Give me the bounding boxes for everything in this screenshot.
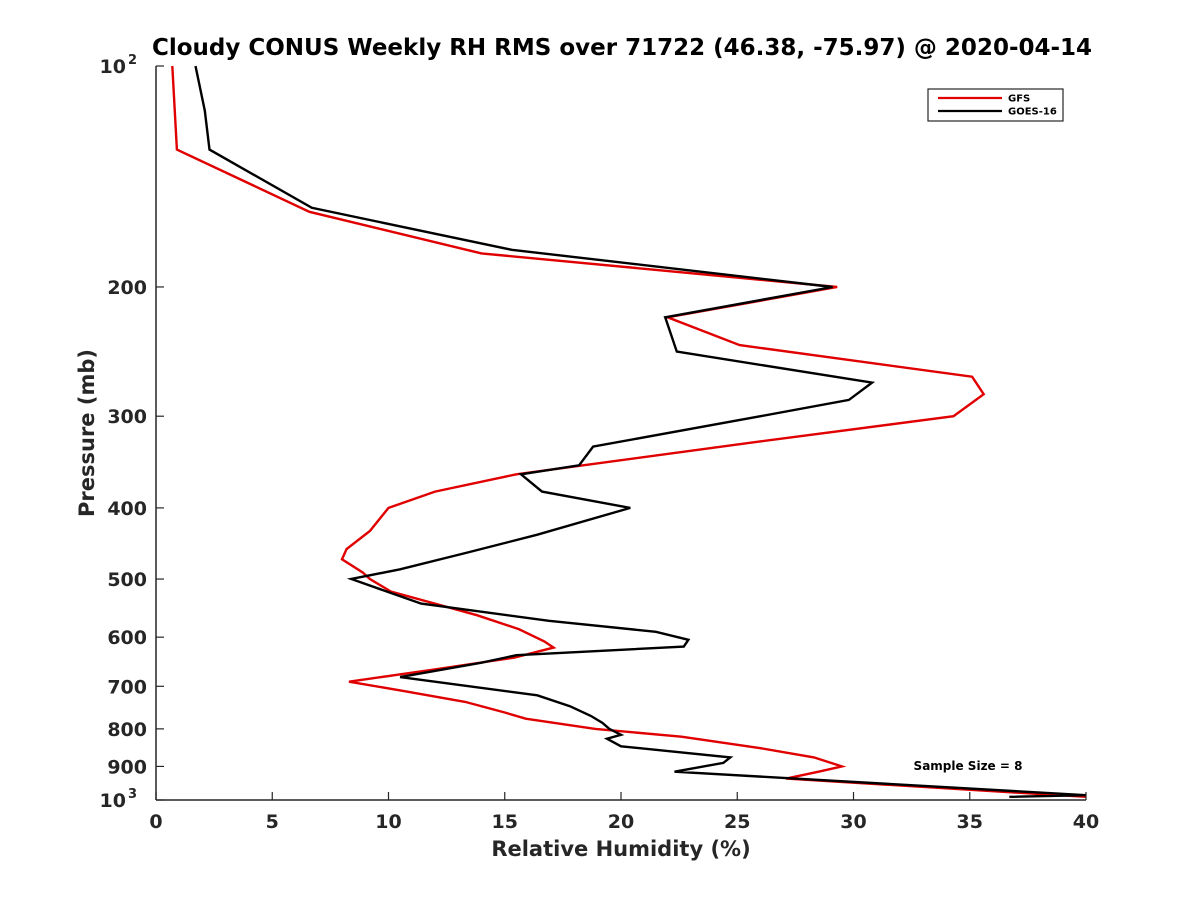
x-tick-label: 35 [957, 811, 983, 833]
y-tick-label: 600 [107, 627, 147, 649]
x-tick-label: 10 [375, 811, 401, 833]
y-axis-label: Pressure (mb) [75, 349, 99, 517]
y-tick-exponent: 3 [128, 787, 137, 802]
y-tick-label: 400 [107, 498, 147, 520]
series-line-gfs [171, 65, 1087, 798]
legend-box [927, 88, 1064, 122]
y-tick-label: 10 [100, 790, 126, 812]
legend-label-gfs: GFS [1008, 94, 1030, 105]
legend: GFS GOES-16 [927, 88, 1064, 122]
x-tick-label: 0 [149, 811, 162, 833]
y-tick-exponent: 2 [128, 53, 137, 68]
plot-area [156, 66, 1086, 800]
chart-title: Cloudy CONUS Weekly RH RMS over 71722 (4… [152, 35, 1092, 61]
x-tick-label: 40 [1073, 811, 1099, 833]
y-tick-label: 500 [107, 569, 147, 591]
x-ticks: 0 5 10 15 20 25 30 35 40 [149, 792, 1099, 833]
y-tick-label: 300 [107, 406, 147, 428]
sample-size-annotation: Sample Size = 8 [914, 759, 1023, 773]
x-tick-label: 25 [724, 811, 750, 833]
y-tick-label: 800 [107, 719, 147, 741]
x-tick-label: 5 [266, 811, 279, 833]
x-axis-label: Relative Humidity (%) [491, 837, 750, 861]
legend-label-goes16: GOES-16 [1008, 107, 1057, 118]
x-tick-label: 30 [840, 811, 866, 833]
y-tick-label: 900 [107, 756, 147, 778]
series-line-goes16 [194, 65, 1087, 798]
series-layer [171, 65, 1087, 798]
y-tick-label: 700 [107, 676, 147, 698]
y-tick-label: 200 [107, 277, 147, 299]
x-tick-label: 15 [492, 811, 518, 833]
y-tick-label: 10 [100, 56, 126, 78]
x-tick-label: 20 [608, 811, 634, 833]
